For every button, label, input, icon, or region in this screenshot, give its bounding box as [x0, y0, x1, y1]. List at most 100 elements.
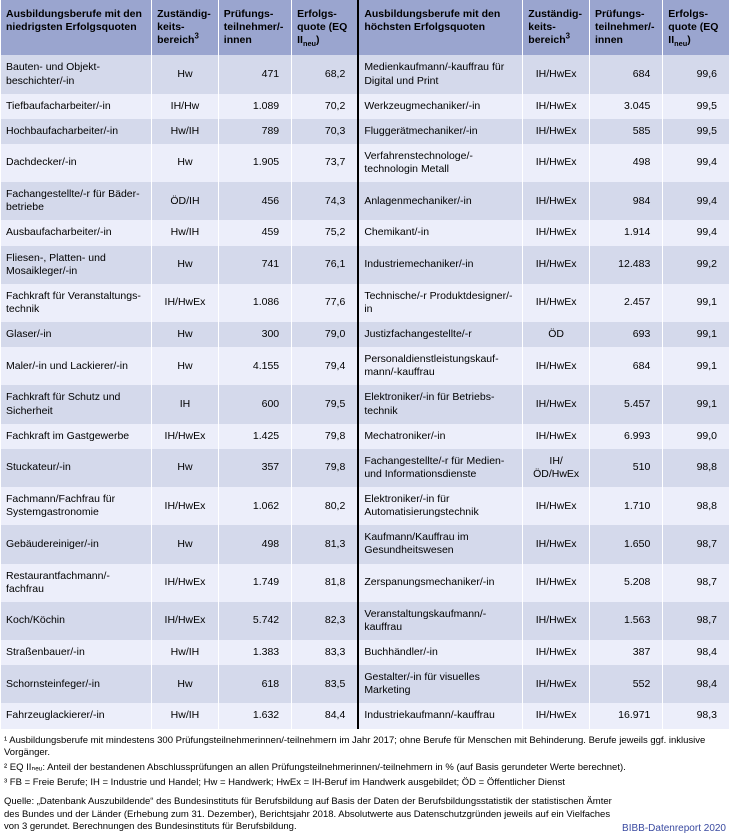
- cell-r: Veranstaltungskaufmann/-kauffrau: [358, 602, 522, 640]
- cell-lq: 83,5: [292, 665, 359, 703]
- cell-lt: 1.086: [218, 284, 291, 322]
- cell-r: Medienkaufmann/-kauffrau für Digital und…: [358, 55, 522, 93]
- cell-rb: ÖD: [523, 322, 590, 347]
- cell-rb: IH/HwEx: [523, 602, 590, 640]
- cell-rq: 98,8: [663, 487, 730, 525]
- cell-lq: 84,4: [292, 703, 359, 728]
- cell-r: Elektroniker/-in für Automatisierungstec…: [358, 487, 522, 525]
- table-row: Hochbaufacharbeiter/-inHw/IH78970,3Flugg…: [1, 119, 730, 144]
- cell-r: Personaldienstleistungskauf­mann/-kauffr…: [358, 347, 522, 385]
- cell-rt: 585: [589, 119, 662, 144]
- cell-lb: Hw: [152, 55, 219, 93]
- table-row: Ausbaufacharbeiter/-inHw/IH45975,2Chemik…: [1, 220, 730, 245]
- cell-l: Fachmann/Fachfrau für Systemgastronomie: [1, 487, 152, 525]
- cell-lt: 300: [218, 322, 291, 347]
- cell-rq: 99,1: [663, 322, 730, 347]
- cell-rt: 693: [589, 322, 662, 347]
- table-row: Schornsteinfeger/-inHw61883,5Gestalter/-…: [1, 665, 730, 703]
- cell-lq: 77,6: [292, 284, 359, 322]
- cell-rb: IH/HwEx: [523, 665, 590, 703]
- cell-rq: 99,1: [663, 284, 730, 322]
- cell-lb: IH: [152, 385, 219, 423]
- table-row: Koch/KöchinIH/HwEx5.74282,3Veranstaltung…: [1, 602, 730, 640]
- cell-lq: 79,8: [292, 424, 359, 449]
- cell-rt: 2.457: [589, 284, 662, 322]
- cell-lt: 600: [218, 385, 291, 423]
- cell-lt: 1.383: [218, 640, 291, 665]
- table-row: Straßenbauer/-inHw/IH1.38383,3Buchhändle…: [1, 640, 730, 665]
- cell-lb: Hw/IH: [152, 703, 219, 728]
- cell-r: Justizfachangestellte/-r: [358, 322, 522, 347]
- cell-rt: 5.208: [589, 564, 662, 602]
- cell-l: Straßenbauer/-in: [1, 640, 152, 665]
- cell-r: Mechatroniker/-in: [358, 424, 522, 449]
- cell-rq: 98,7: [663, 564, 730, 602]
- cell-rb: IH/HwEx: [523, 284, 590, 322]
- cell-lt: 1.089: [218, 94, 291, 119]
- cell-lb: Hw: [152, 144, 219, 182]
- cell-r: Werkzeugmechaniker/-in: [358, 94, 522, 119]
- cell-rb: IH/HwEx: [523, 564, 590, 602]
- cell-lq: 79,0: [292, 322, 359, 347]
- cell-lq: 82,3: [292, 602, 359, 640]
- footnotes: ¹ Ausbildungsberufe mit mindestens 300 P…: [0, 729, 730, 796]
- cell-lt: 357: [218, 449, 291, 487]
- cell-r: Technische/-r Produktdesigner/-in: [358, 284, 522, 322]
- cell-lb: IH/HwEx: [152, 487, 219, 525]
- footnote-2: ² EQ IIₙₑᵤ: Anteil der bestandenen Absch…: [4, 762, 726, 775]
- cell-lb: Hw: [152, 246, 219, 284]
- cell-r: Zerspanungsmechaniker/-in: [358, 564, 522, 602]
- cell-lb: Hw: [152, 347, 219, 385]
- cell-r: Anlagenmechaniker/-in: [358, 182, 522, 220]
- cell-lb: Hw/IH: [152, 220, 219, 245]
- table-row: Maler/-in und Lackierer/-inHw4.15579,4Pe…: [1, 347, 730, 385]
- cell-lt: 459: [218, 220, 291, 245]
- cell-lb: ÖD/IH: [152, 182, 219, 220]
- cell-rt: 3.045: [589, 94, 662, 119]
- col-right-quote: Erfolgs-quote (EQ IIneu): [663, 0, 730, 55]
- table-body: Bauten- und Objekt­beschichter/-inHw4716…: [1, 55, 730, 728]
- cell-rq: 99,2: [663, 246, 730, 284]
- cell-rq: 99,5: [663, 119, 730, 144]
- table-row: Fachkraft für Veranstaltungs­technikIH/H…: [1, 284, 730, 322]
- cell-lt: 4.155: [218, 347, 291, 385]
- cell-rt: 16.971: [589, 703, 662, 728]
- cell-l: Tiefbaufacharbeiter/-in: [1, 94, 152, 119]
- cell-rq: 98,4: [663, 665, 730, 703]
- cell-lq: 68,2: [292, 55, 359, 93]
- cell-lb: Hw: [152, 449, 219, 487]
- cell-r: Fachangestellte/-r für Medien- und Infor…: [358, 449, 522, 487]
- cell-lt: 5.742: [218, 602, 291, 640]
- col-left-teilnehmer: Prüfungs-teilnehmer/-innen: [218, 0, 291, 55]
- cell-l: Hochbaufacharbeiter/-in: [1, 119, 152, 144]
- cell-lq: 76,1: [292, 246, 359, 284]
- cell-l: Stuckateur/-in: [1, 449, 152, 487]
- table-row: Fachmann/Fachfrau für SystemgastronomieI…: [1, 487, 730, 525]
- cell-lt: 498: [218, 525, 291, 563]
- cell-rq: 98,7: [663, 602, 730, 640]
- cell-rq: 98,3: [663, 703, 730, 728]
- cell-lb: Hw: [152, 665, 219, 703]
- cell-lt: 741: [218, 246, 291, 284]
- cell-l: Gebäudereiniger/-in: [1, 525, 152, 563]
- cell-rt: 1.650: [589, 525, 662, 563]
- cell-lb: IH/Hw: [152, 94, 219, 119]
- cell-lq: 79,8: [292, 449, 359, 487]
- cell-rq: 98,4: [663, 640, 730, 665]
- cell-lt: 1.062: [218, 487, 291, 525]
- cell-l: Schornsteinfeger/-in: [1, 665, 152, 703]
- cell-rb: IH/HwEx: [523, 640, 590, 665]
- cell-l: Maler/-in und Lackierer/-in: [1, 347, 152, 385]
- cell-l: Glaser/-in: [1, 322, 152, 347]
- cell-l: Fachangestellte/-r für Bäder­betriebe: [1, 182, 152, 220]
- cell-lq: 75,2: [292, 220, 359, 245]
- cell-lb: IH/HwEx: [152, 602, 219, 640]
- cell-lb: IH/HwEx: [152, 424, 219, 449]
- table-row: Restaurantfachmann/-fachfrauIH/HwEx1.749…: [1, 564, 730, 602]
- cell-lq: 70,2: [292, 94, 359, 119]
- table-row: Tiefbaufacharbeiter/-inIH/Hw1.08970,2Wer…: [1, 94, 730, 119]
- cell-rb: IH/HwEx: [523, 119, 590, 144]
- cell-rt: 1.914: [589, 220, 662, 245]
- col-left-quote: Erfolgs-quote (EQ IIneu): [292, 0, 359, 55]
- cell-rq: 98,8: [663, 449, 730, 487]
